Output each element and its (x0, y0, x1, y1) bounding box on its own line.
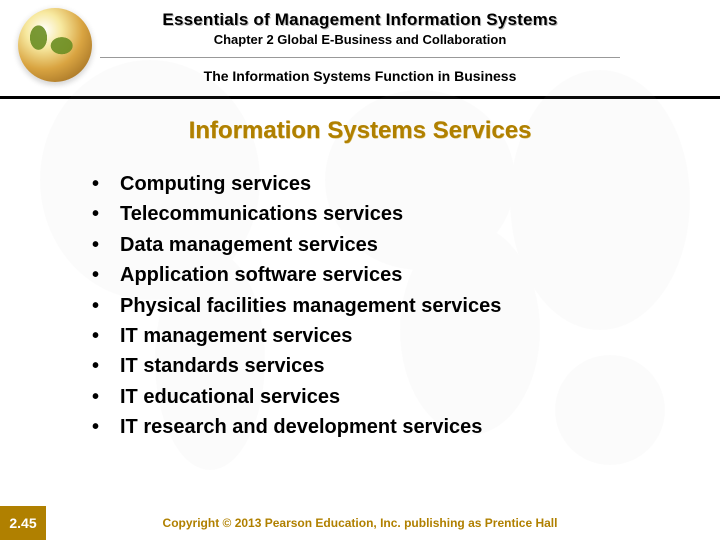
slide-header: Essentials of Management Information Sys… (0, 0, 720, 84)
section-subhead: The Information Systems Function in Busi… (0, 68, 720, 84)
content-area: Computing services Telecommunications se… (0, 169, 720, 443)
divider (100, 57, 620, 58)
slide-title: Information Systems Services (0, 117, 720, 145)
list-item: Data management services (92, 230, 720, 260)
book-title: Essentials of Management Information Sys… (0, 10, 720, 30)
list-item: Computing services (92, 169, 720, 199)
list-item: IT management services (92, 321, 720, 351)
list-item: Application software services (92, 260, 720, 290)
list-item: IT educational services (92, 382, 720, 412)
footer: 2.45 Copyright © 2013 Pearson Education,… (0, 506, 720, 540)
list-item: IT research and development services (92, 412, 720, 442)
list-item: Telecommunications services (92, 199, 720, 229)
copyright-text: Copyright © 2013 Pearson Education, Inc.… (46, 516, 720, 530)
list-item: Physical facilities management services (92, 291, 720, 321)
bullet-list: Computing services Telecommunications se… (92, 169, 720, 443)
chapter-label: Chapter 2 Global E-Business and Collabor… (0, 32, 720, 47)
globe-icon (18, 8, 108, 98)
list-item: IT standards services (92, 351, 720, 381)
page-number: 2.45 (0, 506, 46, 540)
